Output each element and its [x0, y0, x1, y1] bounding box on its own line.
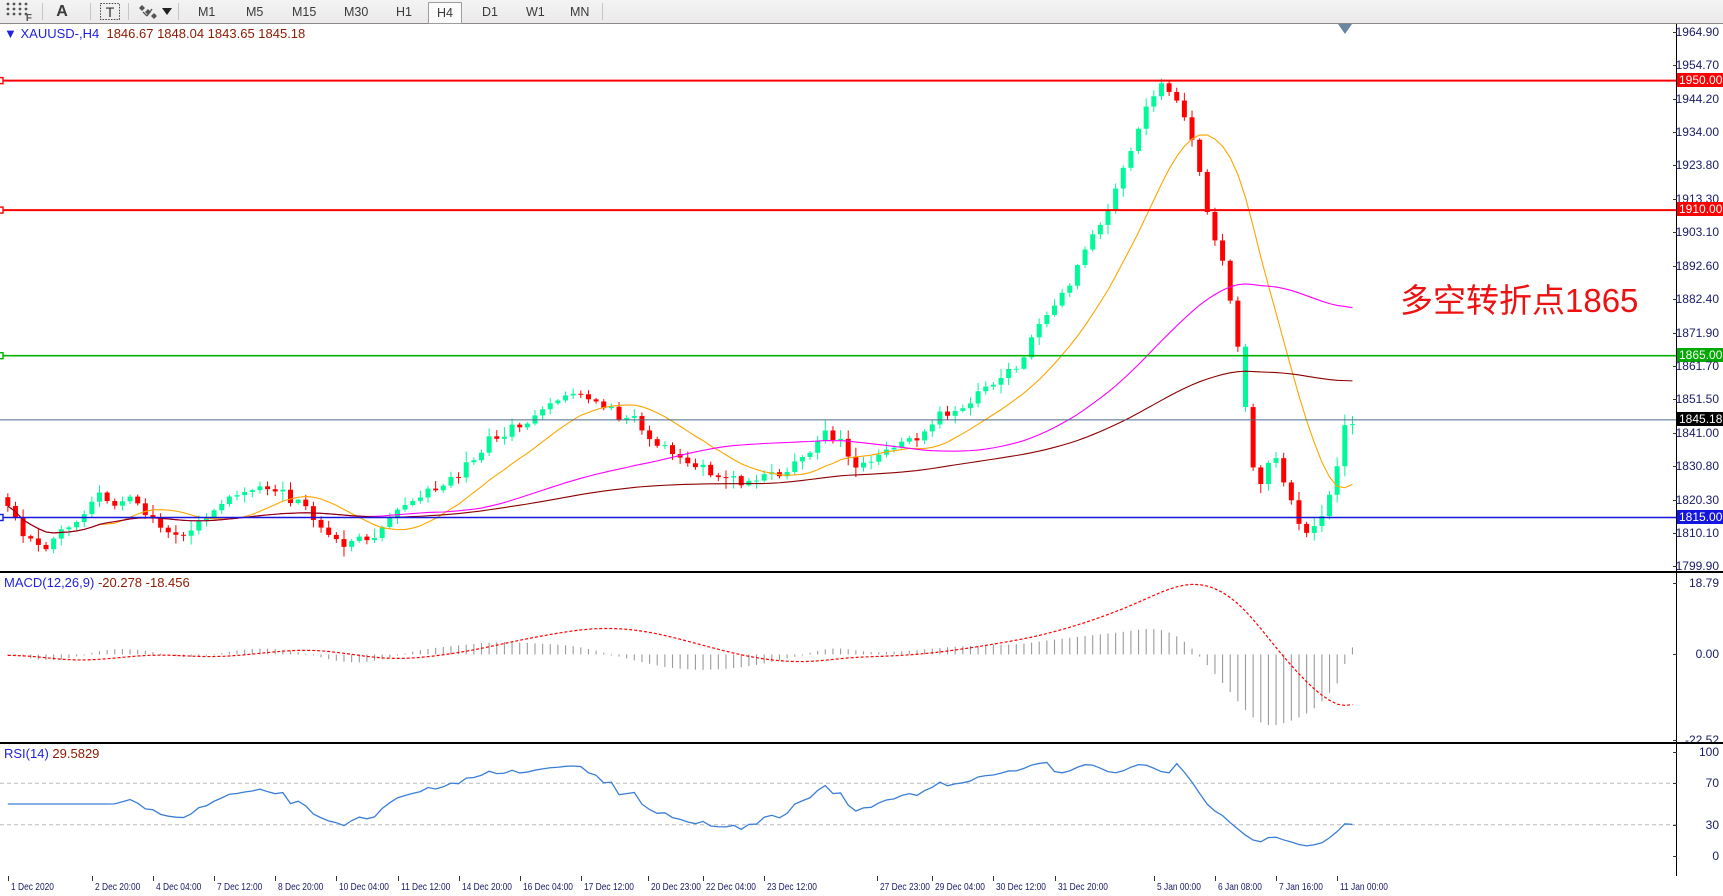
svg-text:F: F: [26, 13, 32, 22]
svg-text:T: T: [106, 4, 115, 20]
